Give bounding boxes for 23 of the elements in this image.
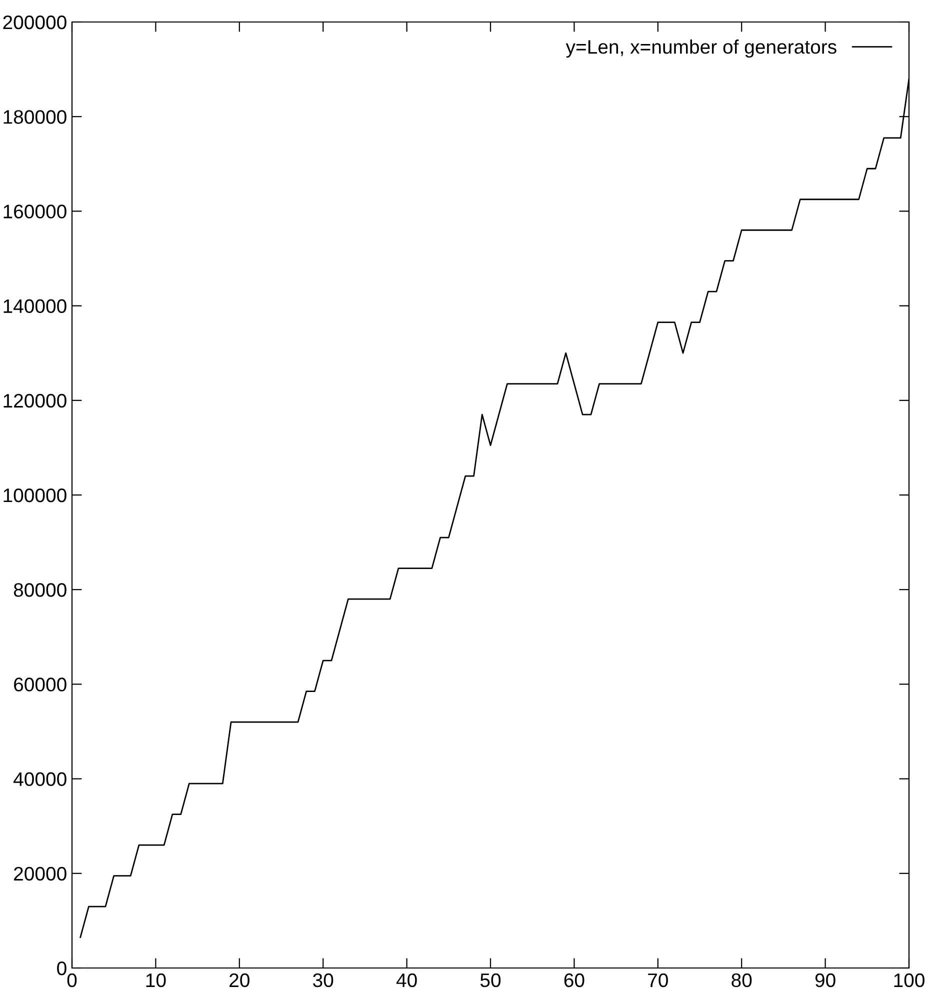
y-tick-label: 200000 (3, 15, 66, 30)
x-tick-label: 40 (396, 973, 417, 988)
x-tick-label: 90 (815, 973, 836, 988)
x-tick-label: 50 (480, 973, 501, 988)
x-tick-label: 30 (313, 973, 334, 988)
y-tick-label: 120000 (4, 394, 66, 408)
x-tick-label: 20 (230, 973, 250, 988)
y-tick-label: 80000 (14, 583, 66, 597)
y-tick-label: 60000 (14, 678, 66, 692)
x-tick-label: 80 (732, 973, 752, 988)
y-tick-label: 20000 (14, 866, 66, 881)
x-tick-label: 100 (894, 973, 924, 988)
x-tick-label: 70 (648, 973, 668, 988)
y-tick-label: 160000 (4, 204, 66, 218)
y-tick-label: 140000 (4, 299, 66, 314)
x-tick-label: 10 (146, 973, 166, 988)
y-tick-label: 0 (57, 961, 66, 976)
legend-label: y=Len, x=number of generators (566, 40, 836, 58)
x-tick-label: 60 (564, 973, 584, 988)
y-tick-label: 40000 (14, 772, 66, 786)
y-tick-label: 180000 (4, 110, 66, 124)
y-tick-label: 100000 (4, 488, 66, 502)
x-tick-label: 0 (67, 973, 77, 988)
